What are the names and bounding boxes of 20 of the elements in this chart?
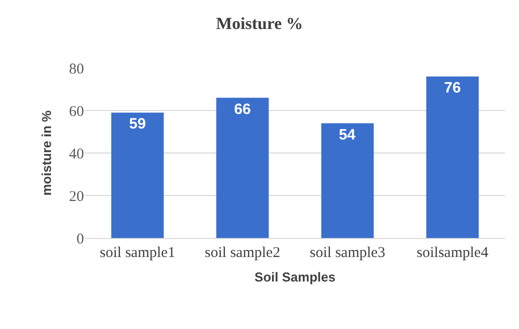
data-label: 66 <box>234 100 251 118</box>
chart-title: Moisture % <box>216 14 304 33</box>
bar <box>426 76 479 238</box>
bar <box>216 98 269 238</box>
bar <box>321 123 374 238</box>
x-tick-label: soil sample1 <box>100 245 176 261</box>
data-label: 76 <box>444 80 461 96</box>
x-tick-label: soil sample2 <box>204 245 280 261</box>
y-tick-label: 40 <box>69 146 84 162</box>
data-label: 59 <box>129 116 146 133</box>
x-axis-title: Soil Samples <box>254 270 336 285</box>
x-tick-label: soil sample3 <box>310 245 386 261</box>
y-tick-label: 80 <box>69 61 84 78</box>
data-label: 54 <box>338 126 356 144</box>
y-tick-label: 20 <box>69 188 84 205</box>
y-axis-title: moisture in % <box>38 110 54 196</box>
y-tick-label: 0 <box>76 231 84 248</box>
bar <box>111 112 164 238</box>
y-tick-label: 60 <box>69 104 84 120</box>
x-tick-label: soilsample4 <box>416 245 489 261</box>
